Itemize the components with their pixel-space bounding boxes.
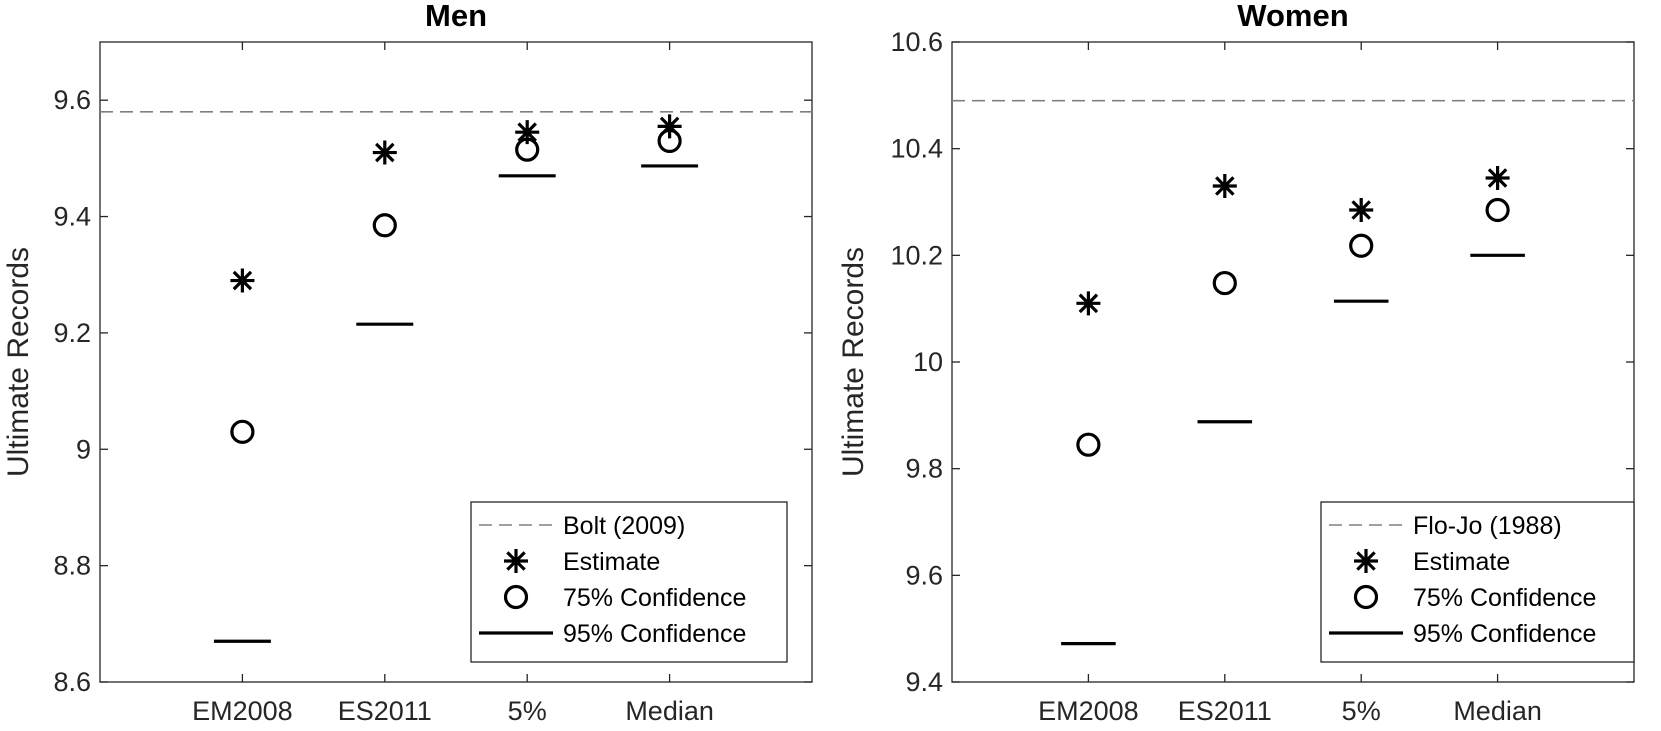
y-tick-label: 9 bbox=[76, 434, 91, 464]
estimate-median-marker bbox=[657, 114, 682, 139]
75-confidence-median-marker bbox=[1485, 197, 1510, 223]
x-tick-label-median: Median bbox=[625, 696, 714, 726]
75-confidence-5-marker bbox=[515, 137, 540, 162]
legend-estimate-swatch-glyph bbox=[1354, 549, 1378, 573]
legend-75-confidence-label: 75% Confidence bbox=[563, 584, 746, 612]
estimate-es2011-marker bbox=[372, 140, 397, 165]
75-confidence-em2008-marker bbox=[230, 419, 255, 444]
legend-75-confidence-swatch bbox=[1353, 584, 1379, 610]
estimate-em2008-marker-glyph bbox=[1076, 291, 1101, 316]
legend-estimate-label: Estimate bbox=[563, 548, 660, 576]
x-tick-label-5: 5% bbox=[508, 696, 547, 726]
y-tick-label: 9.4 bbox=[905, 667, 943, 697]
legend-box bbox=[470, 501, 788, 663]
legend: Flo-Jo (1988) Estimate 75% Confidence 95% C… bbox=[1320, 501, 1635, 663]
x-tick-label-median: Median bbox=[1453, 696, 1542, 726]
y-tick-label: 10 bbox=[913, 347, 943, 377]
y-tick-label: 9.6 bbox=[53, 85, 91, 115]
y-tick-label: 9.2 bbox=[53, 318, 91, 348]
legend-estimate-label: Estimate bbox=[1413, 548, 1510, 576]
75-confidence-5-marker bbox=[1349, 233, 1374, 258]
legend-box bbox=[1320, 501, 1635, 663]
estimate-5-marker bbox=[515, 120, 540, 145]
x-tick-label-es2011: ES2011 bbox=[1178, 696, 1272, 726]
y-tick-label: 9.6 bbox=[905, 560, 943, 590]
estimate-es2011-marker-glyph bbox=[372, 140, 397, 165]
x-tick-label-em2008: EM2008 bbox=[192, 696, 293, 726]
legend-estimate-swatch-glyph bbox=[504, 549, 528, 573]
estimate-em2008-marker bbox=[230, 268, 255, 293]
legend-95-confidence-label: 95% Confidence bbox=[563, 620, 746, 648]
75-confidence-es2011-marker bbox=[372, 213, 397, 238]
x-tick-label-es2011: ES2011 bbox=[338, 696, 432, 726]
y-tick-label: 9.8 bbox=[905, 454, 943, 484]
y-axis-label: Ultimate Records bbox=[837, 247, 870, 477]
estimate-median-marker-glyph bbox=[1485, 166, 1510, 190]
y-tick-label: 10.2 bbox=[890, 240, 943, 270]
legend-95-confidence-label: 95% Confidence bbox=[1413, 620, 1596, 648]
75-confidence-em2008-marker bbox=[1076, 432, 1101, 457]
x-tick-label-5: 5% bbox=[1342, 696, 1381, 726]
estimate-median-marker-glyph bbox=[657, 114, 682, 139]
legend: Bolt (2009) Estimate 75% Confidence 95% Con… bbox=[470, 501, 788, 663]
estimate-em2008-marker-glyph bbox=[230, 268, 255, 293]
estimate-5-marker-glyph bbox=[1349, 198, 1374, 222]
men-panel: 8.6 8.8 9 9.2 9.4 9.6 EM2008 ES2011 5% Median Men U… bbox=[2, 0, 813, 726]
estimate-median-marker bbox=[1485, 166, 1510, 190]
y-tick-label: 10.4 bbox=[890, 134, 943, 164]
75-confidence-es2011-marker bbox=[1212, 270, 1237, 296]
75-confidence-median-marker bbox=[657, 128, 682, 154]
estimate-es2011-marker bbox=[1212, 174, 1237, 198]
y-tick-label: 9.4 bbox=[53, 202, 91, 232]
legend-75-confidence-label: 75% Confidence bbox=[1413, 584, 1596, 612]
estimate-5-marker bbox=[1349, 198, 1374, 222]
legend-estimate-swatch bbox=[1354, 549, 1378, 573]
estimate-es2011-marker-glyph bbox=[1212, 174, 1237, 198]
women-panel: 9.4 9.6 9.8 10 10.2 10.4 10.6 EM2008 ES2011 5% Med… bbox=[837, 0, 1635, 726]
y-axis-label: Ultimate Records bbox=[2, 247, 35, 477]
estimate-em2008-marker bbox=[1076, 291, 1101, 316]
y-tick-label: 8.6 bbox=[53, 667, 91, 697]
legend-flo-jo-1988-label: Flo-Jo (1988) bbox=[1413, 512, 1562, 540]
legend-estimate-swatch bbox=[504, 549, 528, 573]
estimate-5-marker-glyph bbox=[515, 120, 540, 145]
legend-75-confidence-swatch bbox=[503, 584, 529, 610]
y-tick-label: 8.8 bbox=[53, 551, 91, 581]
legend-bolt-2009-label: Bolt (2009) bbox=[563, 512, 685, 540]
chart-title: Men bbox=[425, 0, 487, 33]
chart-title: Women bbox=[1237, 0, 1348, 33]
x-tick-label-em2008: EM2008 bbox=[1038, 696, 1139, 726]
y-tick-label: 10.6 bbox=[890, 27, 943, 57]
